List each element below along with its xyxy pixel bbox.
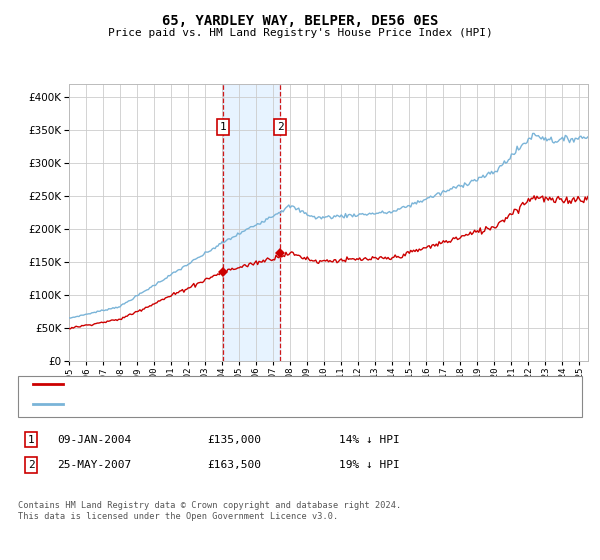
Text: 2: 2 [28,460,35,470]
Text: 14% ↓ HPI: 14% ↓ HPI [339,435,400,445]
Text: 1: 1 [28,435,35,445]
Text: £135,000: £135,000 [207,435,261,445]
Text: Price paid vs. HM Land Registry's House Price Index (HPI): Price paid vs. HM Land Registry's House … [107,28,493,38]
Text: 2: 2 [277,122,284,132]
Text: 25-MAY-2007: 25-MAY-2007 [57,460,131,470]
Text: 19% ↓ HPI: 19% ↓ HPI [339,460,400,470]
Bar [223,84,280,361]
Text: HPI: Average price, detached house, Amber Valley: HPI: Average price, detached house, Ambe… [67,399,355,409]
Text: 65, YARDLEY WAY, BELPER, DE56 0ES (detached house): 65, YARDLEY WAY, BELPER, DE56 0ES (detac… [67,379,367,389]
Text: 65, YARDLEY WAY, BELPER, DE56 0ES: 65, YARDLEY WAY, BELPER, DE56 0ES [162,14,438,28]
Text: Contains HM Land Registry data © Crown copyright and database right 2024.
This d: Contains HM Land Registry data © Crown c… [18,501,401,521]
Text: 1: 1 [220,122,226,132]
Text: 09-JAN-2004: 09-JAN-2004 [57,435,131,445]
Text: £163,500: £163,500 [207,460,261,470]
